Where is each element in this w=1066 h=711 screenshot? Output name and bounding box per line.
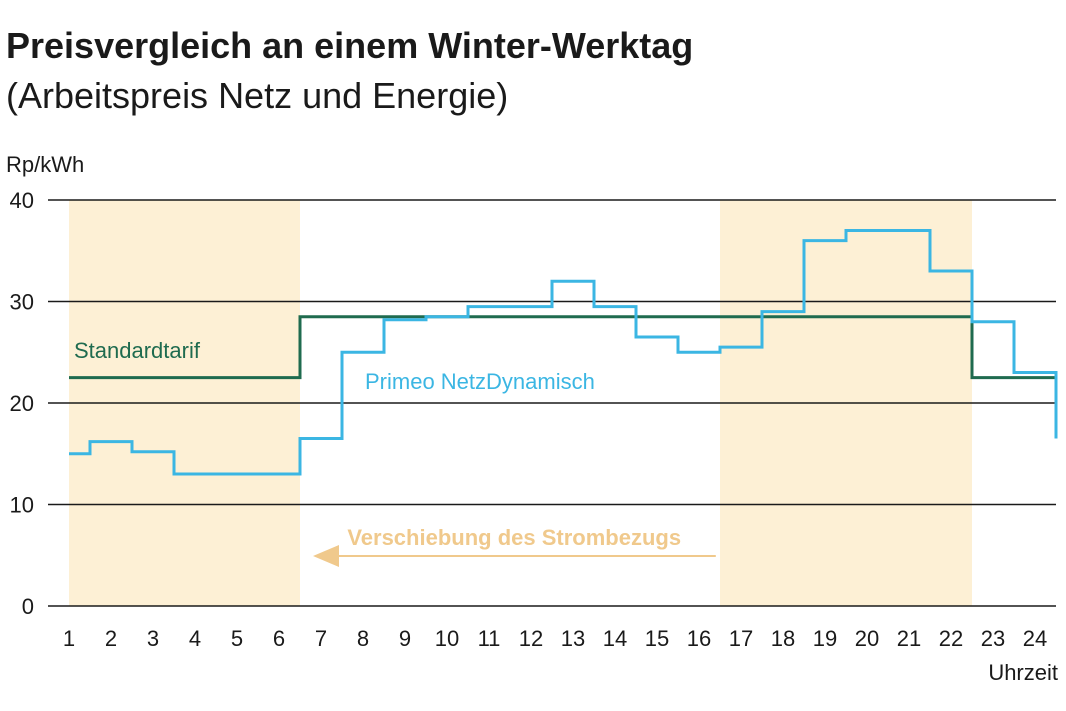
x-tick-label-9: 9 bbox=[399, 626, 411, 651]
x-tick-label-20: 20 bbox=[855, 626, 879, 651]
y-tick-label-20: 20 bbox=[10, 391, 34, 416]
x-tick-label-23: 23 bbox=[981, 626, 1005, 651]
x-tick-label-4: 4 bbox=[189, 626, 201, 651]
x-tick-label-5: 5 bbox=[231, 626, 243, 651]
x-tick-label-24: 24 bbox=[1023, 626, 1047, 651]
x-tick-label-18: 18 bbox=[771, 626, 795, 651]
x-tick-label-14: 14 bbox=[603, 626, 627, 651]
chart-title: Preisvergleich an einem Winter-Werktag bbox=[6, 25, 694, 66]
shift-annotation: Verschiebung des Strombezugs bbox=[347, 525, 681, 550]
y-tick-label-30: 30 bbox=[10, 290, 34, 315]
x-tick-label-11: 11 bbox=[478, 626, 501, 651]
x-tick-label-6: 6 bbox=[273, 626, 285, 651]
x-tick-label-21: 21 bbox=[897, 626, 921, 651]
x-tick-label-22: 22 bbox=[939, 626, 963, 651]
chart-subtitle: (Arbeitspreis Netz und Energie) bbox=[6, 75, 509, 116]
x-tick-label-12: 12 bbox=[519, 626, 543, 651]
y-tick-label-40: 40 bbox=[10, 188, 34, 213]
x-tick-label-16: 16 bbox=[687, 626, 711, 651]
x-axis-label: Uhrzeit bbox=[988, 660, 1058, 685]
x-tick-label-8: 8 bbox=[357, 626, 369, 651]
shift-arrow-head bbox=[313, 545, 339, 567]
series-label-dynamic: Primeo NetzDynamisch bbox=[365, 369, 595, 394]
x-tick-label-15: 15 bbox=[645, 626, 669, 651]
y-tick-label-10: 10 bbox=[10, 493, 34, 518]
x-tick-label-13: 13 bbox=[561, 626, 585, 651]
series-line-2 bbox=[69, 228, 1058, 476]
x-tick-label-1: 1 bbox=[63, 626, 75, 651]
x-tick-label-2: 2 bbox=[105, 626, 117, 651]
x-tick-label-3: 3 bbox=[147, 626, 159, 651]
x-tick-label-7: 7 bbox=[315, 626, 327, 651]
y-axis-label: Rp/kWh bbox=[6, 152, 84, 177]
x-tick-label-19: 19 bbox=[813, 626, 837, 651]
y-tick-label-0: 0 bbox=[22, 594, 34, 619]
x-tick-label-17: 17 bbox=[729, 626, 753, 651]
x-tick-label-10: 10 bbox=[435, 626, 459, 651]
series-label-standard: Standardtarif bbox=[74, 338, 201, 363]
